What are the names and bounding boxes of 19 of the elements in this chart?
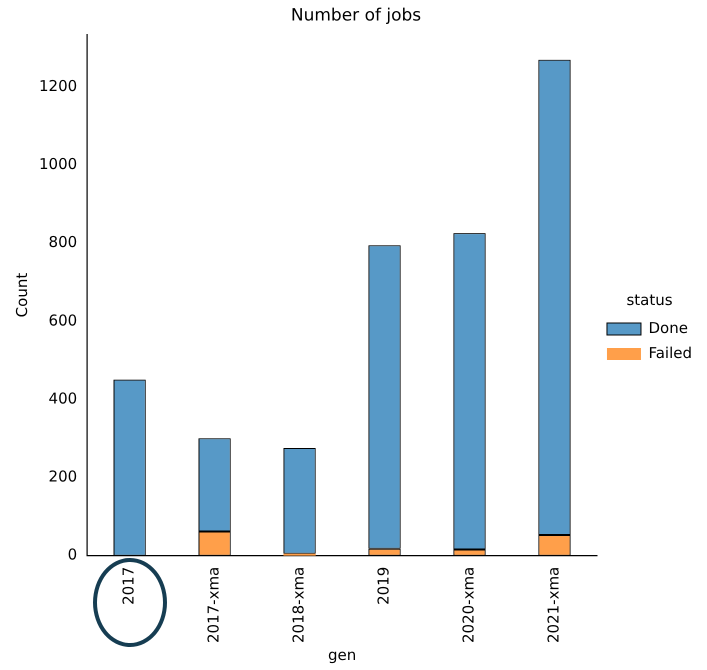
legend-title: status bbox=[626, 290, 673, 309]
y-tick-label: 400 bbox=[48, 389, 78, 408]
y-tick-label: 800 bbox=[48, 233, 78, 252]
y-tick-label: 200 bbox=[48, 468, 78, 486]
y-axis-title: Count bbox=[12, 272, 31, 318]
y-tick-label: 1200 bbox=[38, 77, 78, 96]
legend-label: Done bbox=[648, 318, 688, 337]
y-tick-label: 600 bbox=[48, 311, 78, 330]
y-tick-label: 0 bbox=[68, 546, 78, 564]
chart-title: Number of jobs bbox=[290, 6, 422, 26]
x-tick-label: 2018-xma bbox=[289, 566, 308, 644]
y-tick-label: 1000 bbox=[38, 155, 78, 174]
x-tick-label: 2017-xma bbox=[204, 566, 223, 644]
x-axis-title: gen bbox=[328, 646, 356, 664]
x-tick-label: 2020-xma bbox=[459, 566, 478, 644]
x-tick-label: 2017 bbox=[120, 566, 138, 605]
legend-label: Failed bbox=[648, 344, 692, 362]
x-tick-label: 2019 bbox=[374, 566, 392, 605]
x-tick-label: 2021-xma bbox=[544, 566, 562, 644]
